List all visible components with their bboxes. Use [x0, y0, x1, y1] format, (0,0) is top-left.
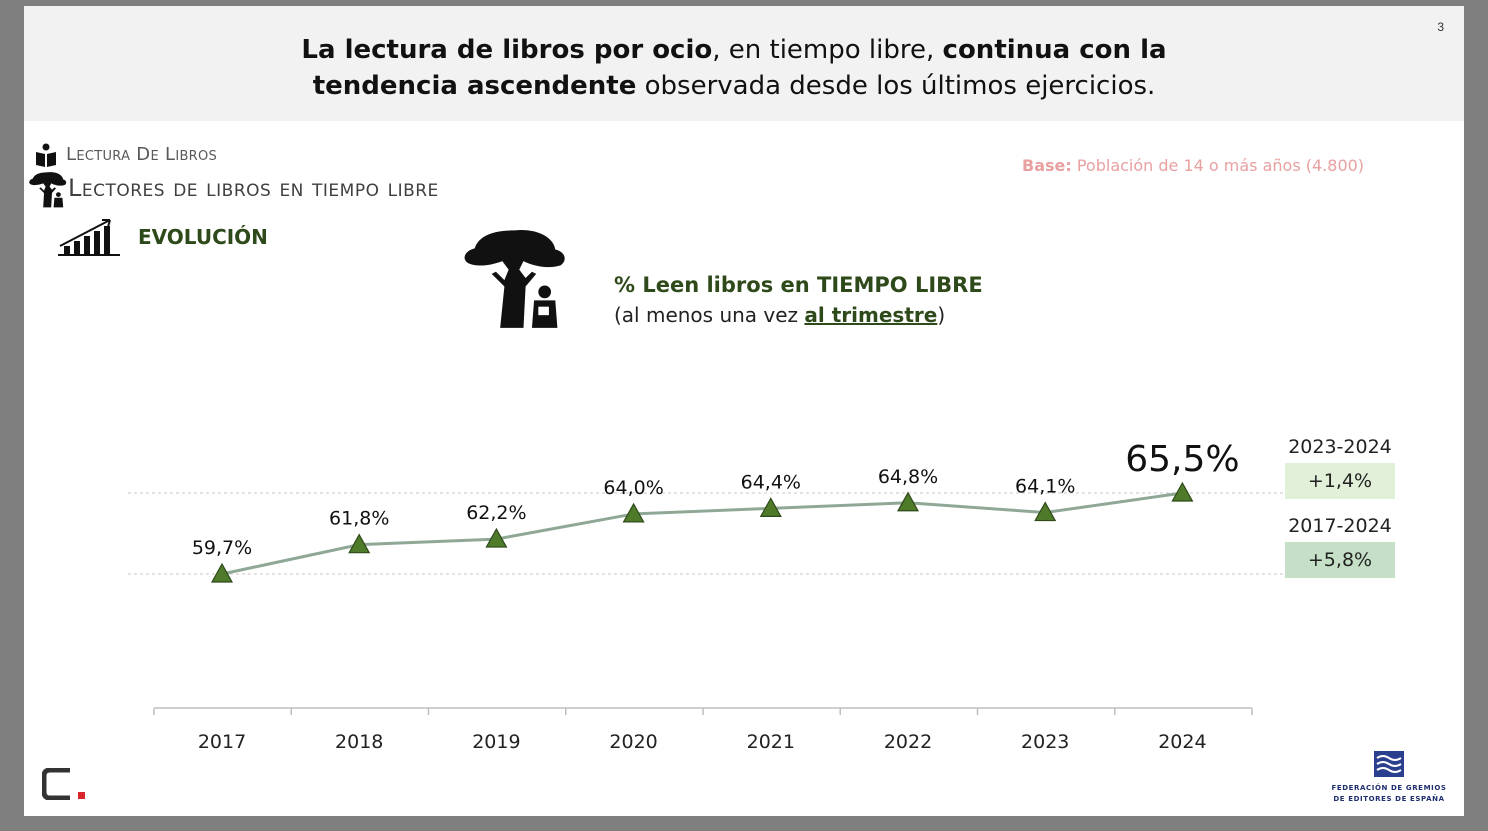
headline-line-1-run-3: continua con la: [942, 35, 1167, 65]
data-label: 64,0%: [603, 477, 663, 499]
data-label: 64,8%: [878, 466, 938, 488]
data-point: [210, 562, 234, 583]
line-chart: 2017 2018 2019 2020 2021 2022 2023 2024 59,7% 61,…: [128, 439, 1288, 753]
headline-line-1-run-1: La lectura de libros por ocio: [301, 35, 713, 65]
federation-name-line-1: FEDERACIÓN DE GREMIOS: [1331, 784, 1447, 792]
data-point: [1034, 501, 1057, 522]
x-tick-label: 2021: [747, 731, 795, 753]
data-point: [622, 502, 645, 523]
headline-line-2-run-1: tendencia ascendente: [312, 71, 637, 101]
x-tick-label: 2019: [472, 731, 520, 753]
delta-period-1: 2023-2024: [1288, 436, 1392, 458]
tree-reader-icon: [29, 172, 67, 208]
x-tick-label: 2023: [1021, 731, 1069, 753]
x-tick-label: 2022: [884, 731, 932, 753]
data-label: 64,4%: [741, 471, 801, 493]
growth-chart-icon: [58, 219, 120, 256]
data-label: 65,5%: [1125, 439, 1239, 480]
metric-subtitle-pre: (al menos una vez: [614, 303, 805, 327]
metric-subtitle-post: ): [937, 303, 946, 327]
metric-subtitle-emphasis: al trimestre: [804, 303, 938, 327]
headline-line-1-run-2: , en tiempo libre,: [712, 35, 943, 65]
federation-name-line-2: DE EDITORES DE ESPAÑA: [1333, 795, 1445, 803]
data-label: 62,2%: [466, 502, 526, 524]
x-tick-label: 2017: [198, 731, 246, 753]
data-label: 61,8%: [329, 508, 389, 530]
slide-number: 3: [1437, 20, 1444, 34]
data-label: 64,1%: [1015, 476, 1075, 498]
metric-subtitle: (al menos una vez al trimestre): [614, 303, 945, 327]
federation-logo-icon: [1374, 751, 1404, 777]
data-point: [896, 491, 920, 512]
data-label: 59,7%: [192, 537, 252, 559]
data-point: [1171, 481, 1194, 502]
section-label: Lectura De Libros: [66, 144, 218, 165]
subsection-label: Lectores de libros en tiempo libre: [68, 174, 439, 202]
federation-logo: FEDERACIÓN DE GREMIOS DE EDITORES DE ESP…: [1324, 751, 1454, 804]
brand-c-icon: [42, 768, 85, 800]
data-point: [348, 533, 371, 554]
headline-line-2-run-2: observada desde los últimos ejercicios.: [636, 71, 1156, 101]
reader-icon: [36, 143, 56, 167]
base-label: Base:: [1022, 156, 1072, 175]
delta-value-2: +5,8%: [1285, 542, 1395, 578]
headline-line-1: La lectura de libros por ocio, en tiempo…: [24, 32, 1444, 68]
header-band: [24, 6, 1464, 121]
headline-line-2: tendencia ascendente observada desde los…: [24, 68, 1444, 104]
x-tick-label: 2020: [609, 731, 657, 753]
x-tick-label: 2018: [335, 731, 383, 753]
base-text: Población de 14 o más años (4.800): [1071, 156, 1365, 175]
x-tick-label: 2024: [1158, 731, 1206, 753]
evolution-label: EVOLUCIÓN: [138, 225, 268, 249]
headline: La lectura de libros por ocio, en tiempo…: [24, 32, 1444, 104]
data-point: [759, 497, 782, 517]
data-point: [485, 527, 508, 548]
tree-reader-hero-icon: [464, 230, 565, 328]
metric-title: % Leen libros en TIEMPO LIBRE: [614, 273, 983, 297]
delta-period-2: 2017-2024: [1288, 515, 1392, 537]
slide: La lectura de libros por ocio, en tiempo…: [24, 6, 1464, 816]
series-line: [221, 491, 1183, 576]
delta-value-1: +1,4%: [1285, 463, 1395, 499]
base-note: Base: Población de 14 o más años (4.800): [1022, 156, 1364, 175]
